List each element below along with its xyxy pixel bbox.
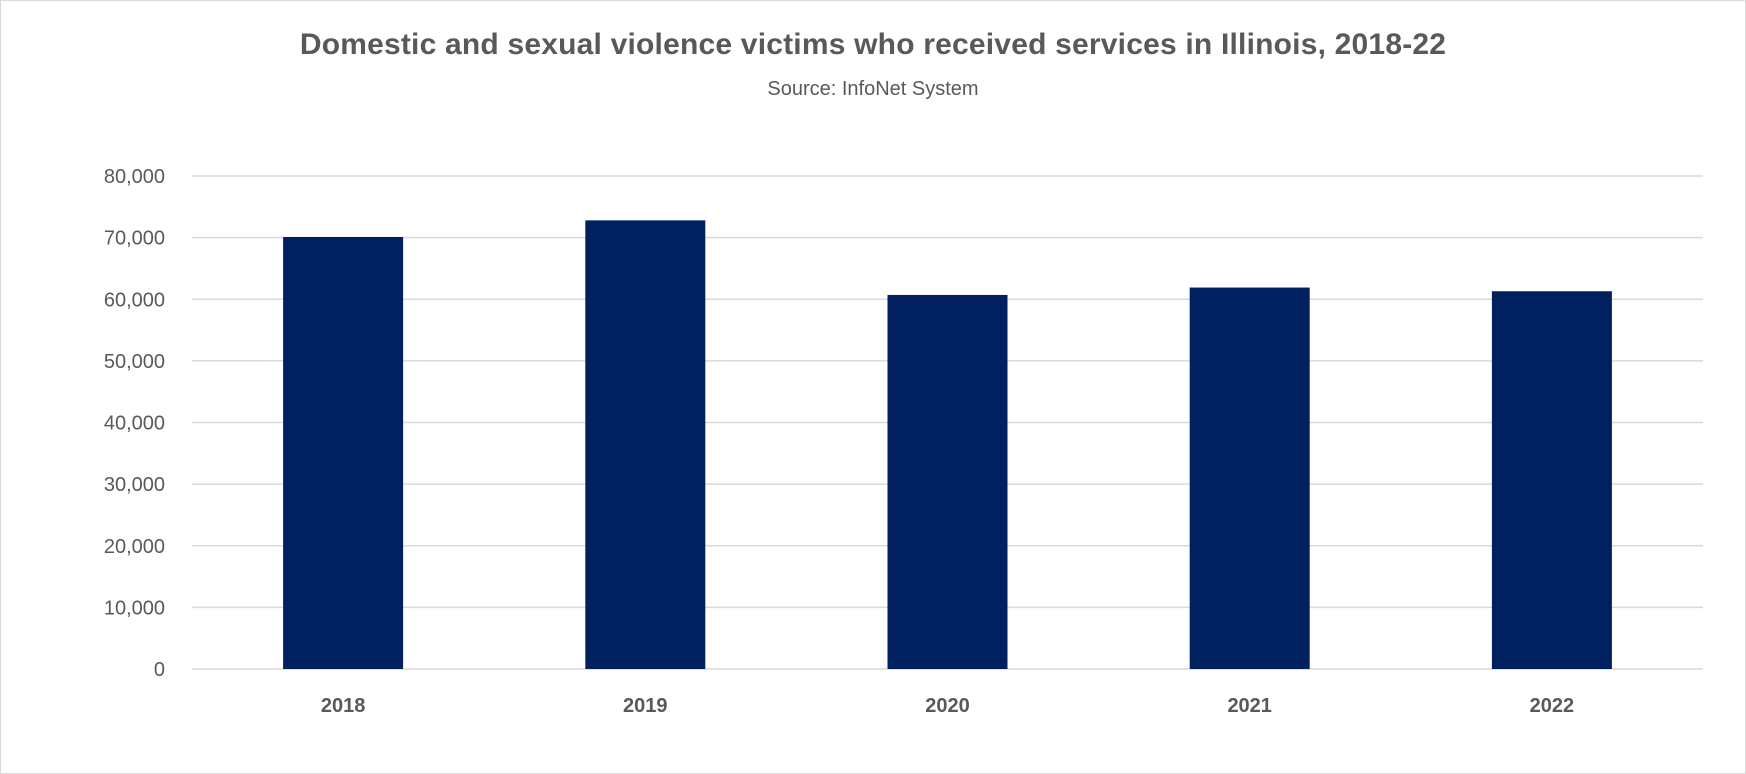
x-tick-label: 2021: [1227, 695, 1272, 717]
y-tick-label: 10,000: [104, 597, 165, 619]
y-tick-label: 0: [154, 659, 165, 681]
bar-2022: [1491, 291, 1612, 669]
x-axis-ticks: 2018 2019 2020 2021 2022: [321, 695, 1574, 717]
x-tick-label: 2022: [1530, 695, 1575, 717]
y-tick-label: 30,000: [104, 474, 165, 496]
chart-title: Domestic and sexual violence victims who…: [299, 28, 1447, 61]
x-tick-label: 2018: [321, 695, 366, 717]
y-axis-ticks: 0 10,000 20,000 30,000 40,000 50,000 60,000 70,…: [104, 166, 165, 681]
chart-subtitle: Source: InfoNet System: [767, 78, 979, 100]
y-tick-label: 80,000: [104, 166, 165, 188]
y-tick-label: 70,000: [104, 228, 165, 250]
x-tick-label: 2019: [623, 695, 668, 717]
bar-2019: [585, 220, 706, 669]
y-tick-label: 50,000: [104, 351, 165, 373]
y-tick-label: 20,000: [104, 536, 165, 558]
y-tick-label: 40,000: [104, 413, 165, 435]
x-tick-label: 2020: [925, 695, 970, 717]
y-tick-label: 60,000: [104, 289, 165, 311]
bar-2021: [1189, 287, 1310, 669]
bar-2018: [283, 237, 404, 670]
bar-2020: [887, 294, 1008, 669]
bars: [283, 220, 1612, 670]
